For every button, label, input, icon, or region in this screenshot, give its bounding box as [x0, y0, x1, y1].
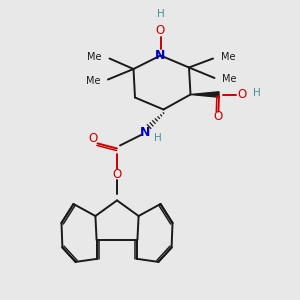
- Text: O: O: [88, 131, 98, 145]
- Text: Me: Me: [222, 74, 236, 85]
- Text: O: O: [112, 168, 122, 181]
- Text: H: H: [157, 9, 164, 20]
- Text: N: N: [140, 125, 151, 139]
- Text: H: H: [253, 88, 260, 98]
- Text: H: H: [154, 133, 162, 143]
- Text: Me: Me: [220, 52, 235, 62]
- Text: N: N: [155, 49, 166, 62]
- Polygon shape: [190, 92, 219, 97]
- Text: O: O: [214, 110, 223, 124]
- Text: O: O: [238, 88, 247, 101]
- Text: Me: Me: [86, 76, 100, 86]
- Text: O: O: [156, 23, 165, 37]
- Text: Me: Me: [88, 52, 102, 62]
